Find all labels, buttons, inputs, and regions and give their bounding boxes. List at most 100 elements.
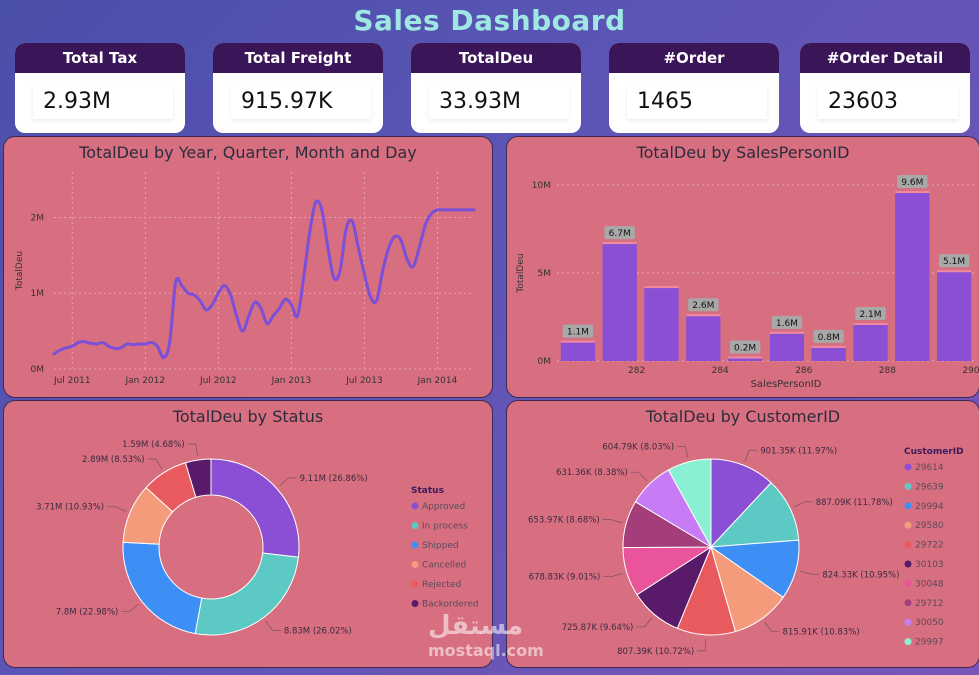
slice-29614: [710, 458, 772, 549]
x-tick-label: 290: [962, 366, 979, 376]
kpi-value: 915.97K: [231, 85, 371, 119]
y-tick-label: 2M: [31, 213, 45, 223]
legend-marker: [904, 560, 912, 568]
legend-item: 29722: [915, 541, 944, 551]
slice-29639: [709, 482, 800, 548]
legend-marker: [411, 580, 419, 588]
legend-item: 29994: [915, 502, 944, 512]
slice-29997: [667, 458, 712, 548]
slice-data-label: 2.89M (8.53%): [82, 455, 145, 465]
watermark-logo: مستقل mostaql.com: [428, 612, 544, 660]
bar-288: [853, 324, 888, 361]
data-label: 2.1M: [859, 310, 881, 320]
series-line: [52, 199, 476, 360]
leader-line: [764, 621, 780, 632]
x-tick-label: Jul 2013: [345, 376, 383, 386]
slice-backordered: [184, 458, 212, 498]
kpi-card-total-freight[interactable]: Total Freight 915.97K: [213, 43, 383, 133]
legend-item: Rejected: [422, 580, 461, 590]
legend-title: Status: [411, 486, 444, 496]
legend-marker: [904, 599, 912, 607]
kpi-card-order-detail[interactable]: #Order Detail 23603: [800, 43, 970, 133]
x-axis-label: SalesPersonID: [751, 379, 822, 390]
legend-marker: [904, 502, 912, 510]
slice-data-label: 3.71M (10.93%): [36, 503, 104, 513]
x-tick-label: Jan 2014: [417, 376, 458, 386]
customer-pie-panel[interactable]: TotalDeu by CustomerID 901.35K (11.97%) 8…: [506, 400, 979, 668]
slice-in-process: [194, 552, 299, 636]
legend-item: 29712: [915, 599, 944, 609]
x-tick-label: 282: [628, 366, 645, 376]
legend-item: In process: [422, 522, 468, 532]
legend-item: 29997: [915, 638, 944, 648]
bar-282: [602, 243, 637, 361]
bar-290: [936, 271, 972, 361]
legend-item: 29639: [915, 482, 944, 492]
y-tick-label: 0M: [538, 357, 552, 367]
bar-top-line: [644, 286, 679, 289]
data-label: 5.1M: [943, 257, 965, 267]
x-tick-label: 284: [712, 366, 729, 376]
y-tick-label: 5M: [538, 269, 552, 279]
dashboard-title: Sales Dashboard: [353, 4, 626, 37]
y-tick-label: 10M: [532, 181, 551, 191]
kpi-card-total-tax[interactable]: Total Tax 2.93M: [15, 43, 185, 133]
data-label: 0.8M: [818, 333, 840, 343]
kpi-value: 23603: [818, 85, 958, 119]
kpi-card-total-deu[interactable]: TotalDeu 33.93M: [411, 43, 581, 133]
slice-data-label: 9.11M (26.86%): [300, 474, 368, 484]
legend-item: 29580: [915, 521, 944, 531]
watermark-latin: mostaql.com: [428, 641, 544, 660]
leader-line: [603, 572, 623, 578]
data-label-box: [562, 324, 594, 338]
data-label: 0.2M: [734, 343, 756, 353]
kpi-label: #Order: [609, 43, 779, 73]
bar-chart: 0M 5M 10M TotalDeu 1.1M 6.7M 282 2.6M 284 0.2M 1.6…: [516, 175, 979, 390]
slice-approved: [210, 458, 300, 558]
slice-data-label: 631.36K (8.38%): [556, 468, 628, 478]
slice-data-label: 604.79K (8.03%): [602, 442, 674, 452]
data-label-box: [604, 226, 635, 240]
slice-data-label: 815.91K (10.83%): [783, 628, 860, 638]
x-tick-label: Jul 2012: [199, 376, 237, 386]
status-donut-panel[interactable]: TotalDeu by Status 9.11M (26.86%) 8.83M (…: [3, 400, 493, 668]
data-label-box: [938, 254, 970, 268]
legend-marker: [411, 522, 419, 529]
kpi-value: 33.93M: [429, 85, 569, 119]
x-tick-label: Jul 2011: [53, 376, 91, 386]
y-axis-label: TotalDeu: [15, 251, 25, 291]
legend-marker: [904, 618, 912, 626]
legend-marker: [904, 638, 912, 646]
slice-data-label: 807.39K (10.72%): [617, 647, 694, 657]
data-label-box: [855, 307, 886, 321]
legend-item: Cancelled: [422, 561, 466, 571]
bar-281: [560, 341, 596, 361]
kpi-value: 1465: [627, 85, 767, 119]
slice-data-label: 725.87K (9.64%): [562, 623, 634, 633]
data-label-box: [813, 329, 844, 343]
x-tick-label: Jan 2013: [271, 376, 312, 386]
bar-top-line: [936, 270, 972, 273]
line-chart-panel[interactable]: TotalDeu by Year, Quarter, Month and Day…: [3, 136, 493, 398]
y-axis-label: TotalDeu: [516, 253, 526, 293]
leader-line: [147, 458, 163, 470]
kpi-value: 2.93M: [33, 85, 173, 119]
kpi-card-order[interactable]: #Order 1465: [609, 43, 779, 133]
chart-title: TotalDeu by SalesPersonID: [636, 143, 850, 162]
data-label: 1.6M: [776, 319, 798, 329]
legend-item: Shipped: [422, 541, 459, 551]
leader-line: [630, 471, 648, 482]
kpi-label: Total Freight: [213, 43, 383, 73]
status-donut-chart: 9.11M (26.86%) 8.83M (26.02%) 7.8M (22.98%…: [36, 440, 479, 636]
bar-top-line: [769, 331, 805, 334]
line-chart: 0M 1M 2M Jul 2011 Jan 2012 Jul 2012 Jan 2013 Ju…: [15, 172, 476, 386]
bar-top-line: [895, 191, 930, 194]
x-tick-label: 286: [795, 366, 812, 376]
slice-data-label: 7.8M (22.98%): [56, 607, 119, 617]
bar-chart-panel[interactable]: TotalDeu by SalesPersonID 0M 5M 10M TotalDe…: [506, 136, 979, 398]
legend-marker: [411, 600, 419, 607]
data-label: 9.6M: [901, 178, 923, 188]
leader-line: [265, 620, 281, 631]
legend-marker: [904, 521, 912, 529]
legend-item: Backordered: [422, 600, 479, 610]
